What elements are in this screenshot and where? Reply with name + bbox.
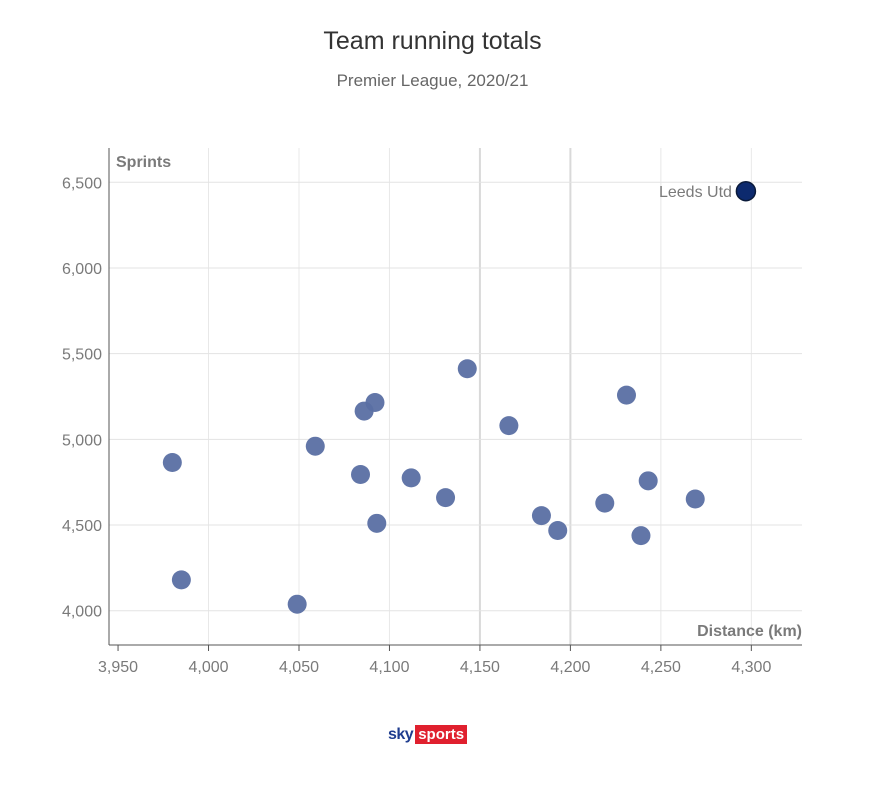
y-tick-label: 6,500 [62,175,102,192]
data-point [548,521,568,541]
x-tick-label: 3,950 [98,659,138,676]
x-tick-label: 4,300 [731,659,771,676]
y-tick-label: 4,000 [62,604,102,621]
data-point [595,493,615,513]
data-point [436,488,456,508]
x-tick-label: 4,250 [641,659,681,676]
x-tick-label: 4,150 [460,659,500,676]
data-point [457,359,477,379]
y-tick-label: 5,500 [62,347,102,364]
chart-title: Team running totals [323,27,542,55]
x-axis-title: Distance (km) [697,623,802,640]
data-point [351,464,371,484]
data-point [171,570,191,590]
data-point [531,506,551,526]
highlight-point-label: Leeds Utd [659,184,732,201]
logo-sports-text: sports [415,725,468,744]
data-point [162,452,182,472]
data-point [499,416,519,436]
x-tick-label: 4,200 [550,659,590,676]
y-tick-label: 6,000 [62,261,102,278]
chart-subtitle: Premier League, 2020/21 [336,71,529,90]
data-point [305,436,325,456]
sky-sports-logo: sky sports [388,725,468,744]
data-point [631,526,651,546]
y-axis-title: Sprints [116,154,171,171]
data-point [401,468,421,488]
data-point [616,385,636,405]
data-point [287,594,307,614]
x-tick-label: 4,050 [279,659,319,676]
x-tick-label: 4,100 [369,659,409,676]
data-point [367,513,387,533]
logo-sky-text: sky [388,725,414,743]
highlight-point-leeds [735,180,757,202]
y-tick-label: 5,000 [62,432,102,449]
data-point [365,392,385,412]
x-tick-label: 4,000 [188,659,228,676]
y-tick-label: 4,500 [62,518,102,535]
data-point [638,471,658,491]
data-point [685,489,705,509]
